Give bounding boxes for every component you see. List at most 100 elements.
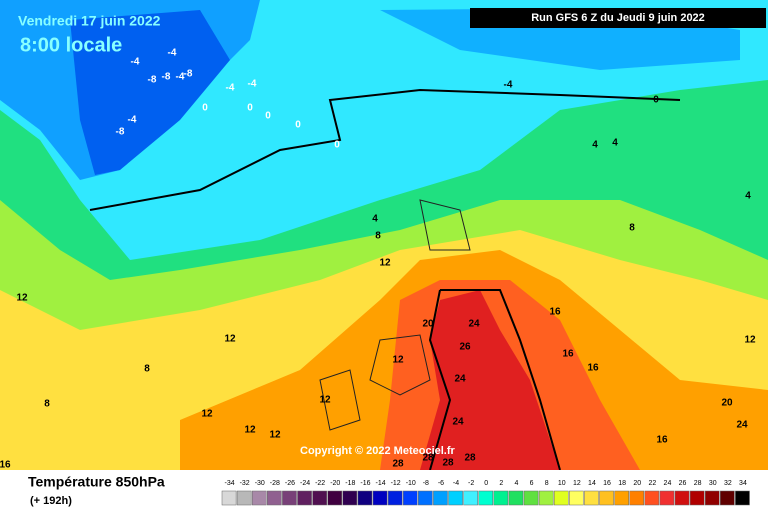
scale-label: 24 bbox=[664, 480, 672, 487]
contour-label: 12 bbox=[744, 335, 756, 346]
scale-label: -24 bbox=[300, 480, 310, 487]
contour-label: 28 bbox=[422, 453, 434, 464]
scale-swatch bbox=[478, 490, 494, 506]
contour-label: 12 bbox=[269, 430, 281, 441]
contour-label: 16 bbox=[562, 349, 574, 360]
contour-label: 16 bbox=[0, 460, 11, 471]
run-box bbox=[470, 8, 766, 28]
scale-swatch bbox=[493, 490, 509, 506]
scale-swatch bbox=[448, 490, 463, 506]
scale-swatch bbox=[433, 490, 448, 506]
contour-label: 0 bbox=[265, 111, 271, 122]
scale-label: -8 bbox=[423, 480, 429, 487]
scale-swatch bbox=[267, 490, 282, 506]
scale-label: 6 bbox=[530, 480, 534, 487]
contour-label: -8 bbox=[184, 69, 193, 80]
scale-label: 28 bbox=[694, 480, 702, 487]
scale-swatch bbox=[674, 490, 690, 506]
scale-label: -18 bbox=[345, 480, 355, 487]
contour-label: 0 bbox=[653, 95, 659, 106]
scale-swatch bbox=[508, 490, 524, 506]
scale-label: 16 bbox=[603, 480, 611, 487]
contour-line bbox=[428, 289, 561, 471]
scale-swatch bbox=[342, 490, 358, 506]
contour-label: 12 bbox=[319, 395, 331, 406]
contour-label: 4 bbox=[592, 140, 598, 151]
scale-swatch bbox=[720, 490, 735, 506]
scale-swatch bbox=[704, 490, 720, 506]
scale-swatch bbox=[372, 490, 388, 506]
footer-title: Température 850hPa bbox=[28, 474, 165, 490]
contour-label: 4 bbox=[745, 191, 751, 202]
scale-swatch bbox=[312, 490, 327, 506]
contour-label: 16 bbox=[587, 363, 599, 374]
contour-label: 12 bbox=[379, 258, 391, 269]
scale-label: 22 bbox=[648, 480, 656, 487]
date: Vendredi 17 juin 2022 bbox=[18, 13, 161, 29]
contour-label: 28 bbox=[392, 459, 404, 470]
scale-label: -32 bbox=[240, 480, 250, 487]
scale-swatch bbox=[327, 490, 343, 506]
scale-label: -6 bbox=[438, 480, 444, 487]
contour-label: 12 bbox=[16, 293, 28, 304]
time: 8:00 locale bbox=[20, 34, 122, 56]
scale-label: 2 bbox=[499, 480, 503, 487]
contour-label: 16 bbox=[549, 307, 561, 318]
scale-label: 26 bbox=[679, 480, 687, 487]
contour-label: -8 bbox=[148, 75, 157, 86]
contour-label: 26 bbox=[459, 342, 471, 353]
hottest-zone bbox=[420, 290, 560, 470]
scale-swatch bbox=[659, 490, 675, 506]
contour-label: -4 bbox=[168, 48, 177, 59]
scale-label: 30 bbox=[709, 480, 717, 487]
scale-label: -34 bbox=[224, 480, 234, 487]
contour-label: 8 bbox=[629, 223, 635, 234]
contour-label: 4 bbox=[612, 138, 618, 149]
contour-label: 12 bbox=[244, 425, 256, 436]
scale-swatch bbox=[357, 490, 373, 506]
contour-label: 20 bbox=[721, 398, 733, 409]
scale-label: -2 bbox=[468, 480, 474, 487]
contour-label: 8 bbox=[44, 399, 50, 410]
footer-lead: (+ 192h) bbox=[30, 495, 72, 507]
contour-label: 28 bbox=[442, 458, 454, 469]
scale-swatch bbox=[569, 490, 584, 506]
scale-label: 14 bbox=[588, 480, 596, 487]
scale-label: 8 bbox=[545, 480, 549, 487]
contour-label: -4 bbox=[128, 115, 137, 126]
scale-label: -28 bbox=[270, 480, 280, 487]
scale-label: 18 bbox=[618, 480, 626, 487]
scale-label: -22 bbox=[315, 480, 325, 487]
scale-swatch bbox=[599, 490, 614, 506]
scale-label: -20 bbox=[330, 480, 340, 487]
contour-label: 4 bbox=[372, 214, 378, 225]
contour-label: 20 bbox=[422, 319, 434, 330]
scale-swatch bbox=[584, 490, 599, 506]
scale-swatch bbox=[251, 490, 267, 506]
scale-swatch bbox=[236, 490, 252, 506]
contour-label: -8 bbox=[162, 72, 171, 83]
scale-swatch bbox=[297, 490, 312, 506]
scale-label: 4 bbox=[514, 480, 518, 487]
scale-swatch bbox=[735, 490, 750, 506]
scale-swatch bbox=[614, 490, 629, 506]
scale-label: -14 bbox=[375, 480, 385, 487]
scale-label: 0 bbox=[484, 480, 488, 487]
contour-label: -4 bbox=[504, 80, 513, 91]
contour-label: 16 bbox=[656, 435, 668, 446]
contour-label: 8 bbox=[375, 231, 381, 242]
contour-label: -8 bbox=[116, 127, 125, 138]
scale-swatch bbox=[282, 490, 297, 506]
contour-label: 0 bbox=[247, 103, 253, 114]
scale-label: -12 bbox=[391, 480, 401, 487]
scale-label: -10 bbox=[406, 480, 416, 487]
contour-label: 24 bbox=[454, 374, 466, 385]
scale-swatch bbox=[689, 490, 705, 506]
contour-label: 12 bbox=[201, 409, 213, 420]
scale-swatch bbox=[523, 490, 539, 506]
scale-swatch bbox=[629, 490, 645, 506]
scale-label: 34 bbox=[739, 480, 747, 487]
contour-label: 0 bbox=[202, 103, 208, 114]
contour-label: 0 bbox=[295, 120, 301, 131]
